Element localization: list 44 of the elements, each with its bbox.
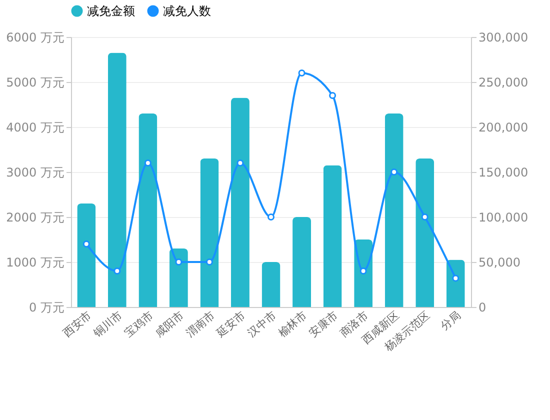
- y2-tick-label: 50,000: [478, 256, 520, 270]
- y-tick-label: 6000 万元: [6, 30, 64, 44]
- y-tick-label: 0 万元: [29, 300, 64, 314]
- point: [268, 214, 274, 220]
- point: [329, 92, 336, 99]
- point: [236, 160, 244, 166]
- y2-tick-label: 0: [478, 300, 486, 314]
- y2-tick-label: 100,000: [478, 210, 528, 224]
- point: [390, 168, 398, 176]
- bar: [384, 114, 404, 307]
- point: [144, 160, 152, 166]
- bar: [262, 262, 280, 307]
- bar: [416, 158, 434, 307]
- y2-tick-label: 250,000: [478, 76, 528, 90]
- y2-tick-label: 300,000: [478, 30, 528, 44]
- y-tick-label: 3000 万元: [6, 166, 64, 180]
- x-tick-label: 安康市: [306, 308, 340, 340]
- bar: [200, 158, 219, 307]
- y2-tick-label: 150,000: [478, 166, 528, 180]
- point: [114, 268, 121, 274]
- point: [82, 240, 90, 248]
- legend-label: 减免人数: [163, 4, 211, 18]
- bar: [169, 248, 188, 307]
- point: [206, 258, 213, 266]
- x-tick-label: 分局: [438, 308, 464, 333]
- bar: [323, 165, 342, 307]
- bar: [138, 114, 158, 307]
- bar: [446, 260, 465, 307]
- point: [175, 258, 182, 266]
- y-tick-label: 5000 万元: [6, 76, 64, 90]
- point: [421, 214, 428, 220]
- y-tick-label: 4000 万元: [6, 120, 64, 134]
- y-tick-label: 1000 万元: [6, 256, 64, 270]
- x-tick-label: 铜川市: [90, 308, 125, 341]
- y-tick-label: 2000 万元: [6, 210, 64, 224]
- y2-tick-label: 200,000: [478, 120, 528, 134]
- point: [360, 268, 367, 274]
- bar: [292, 217, 311, 307]
- bar: [108, 52, 126, 307]
- point: [298, 70, 306, 76]
- point: [452, 274, 460, 282]
- bar: [231, 98, 250, 307]
- legend-label: 减免金额: [87, 4, 135, 18]
- bar: [77, 204, 96, 307]
